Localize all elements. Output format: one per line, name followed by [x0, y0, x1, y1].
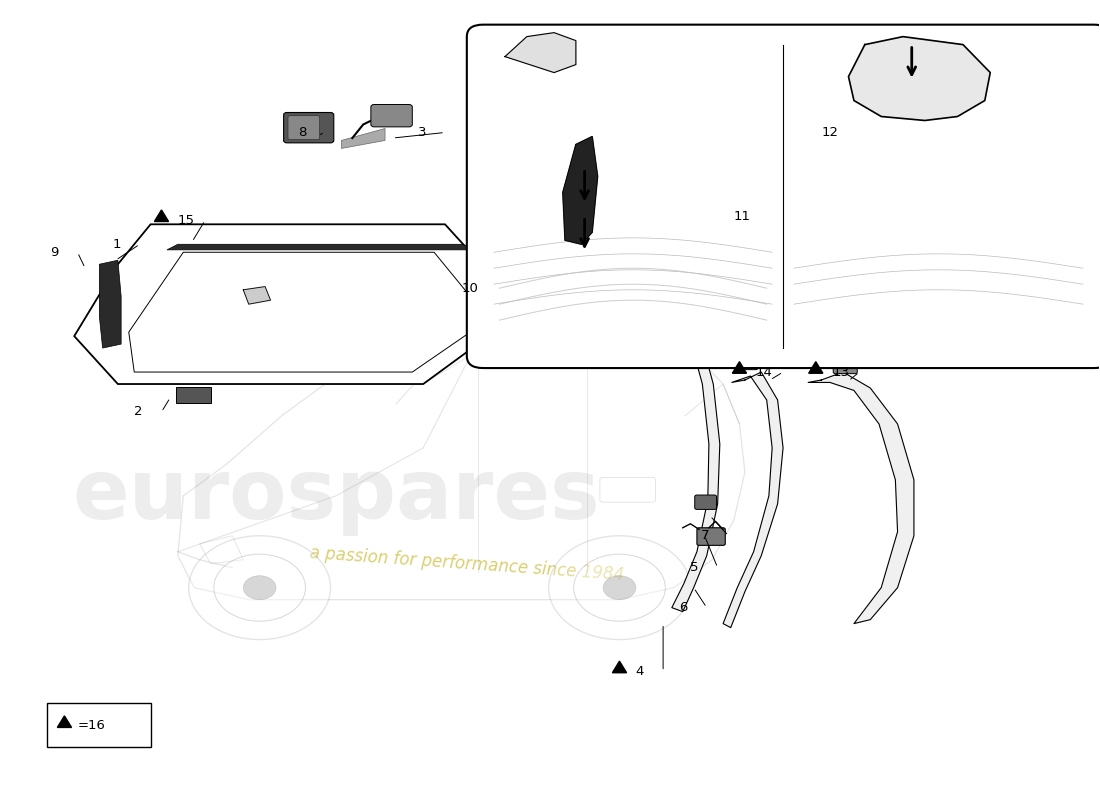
FancyBboxPatch shape [284, 113, 333, 143]
FancyBboxPatch shape [176, 387, 210, 403]
Circle shape [574, 554, 666, 622]
Polygon shape [808, 362, 823, 374]
Text: eurospares: eurospares [73, 455, 600, 536]
Circle shape [189, 536, 330, 639]
Polygon shape [848, 37, 990, 121]
Text: 15: 15 [178, 214, 195, 227]
Circle shape [549, 536, 691, 639]
Polygon shape [613, 661, 627, 673]
Polygon shape [808, 372, 914, 624]
Circle shape [603, 576, 636, 600]
Text: 14: 14 [756, 366, 772, 378]
FancyBboxPatch shape [371, 105, 412, 127]
Polygon shape [99, 260, 121, 348]
Polygon shape [167, 244, 483, 250]
Polygon shape [563, 137, 597, 244]
Circle shape [243, 576, 276, 600]
FancyBboxPatch shape [833, 358, 857, 374]
Circle shape [213, 554, 306, 622]
Polygon shape [341, 129, 385, 149]
Text: 3: 3 [418, 126, 427, 139]
Text: 7: 7 [702, 530, 710, 542]
FancyBboxPatch shape [288, 116, 320, 140]
Text: 5: 5 [691, 562, 698, 574]
Text: 9: 9 [51, 246, 58, 258]
Text: 1: 1 [112, 238, 121, 250]
Polygon shape [74, 224, 488, 384]
Text: 10: 10 [461, 282, 478, 294]
FancyBboxPatch shape [734, 354, 758, 370]
FancyBboxPatch shape [695, 495, 716, 510]
Polygon shape [723, 372, 783, 628]
Polygon shape [733, 362, 747, 374]
FancyBboxPatch shape [697, 528, 725, 546]
Polygon shape [57, 716, 72, 727]
Polygon shape [243, 286, 271, 304]
Text: 8: 8 [298, 126, 306, 139]
Polygon shape [672, 352, 719, 612]
Text: 6: 6 [680, 601, 688, 614]
Polygon shape [505, 33, 576, 73]
Text: a passion for performance since 1984: a passion for performance since 1984 [309, 544, 625, 584]
Text: 12: 12 [822, 126, 838, 139]
Text: 13: 13 [832, 366, 849, 378]
Bar [47, 703, 151, 747]
Text: =16: =16 [77, 719, 106, 732]
Polygon shape [154, 210, 168, 222]
Text: 4: 4 [636, 665, 645, 678]
Text: 2: 2 [134, 406, 143, 418]
FancyBboxPatch shape [466, 25, 1100, 368]
Text: 11: 11 [734, 210, 751, 223]
